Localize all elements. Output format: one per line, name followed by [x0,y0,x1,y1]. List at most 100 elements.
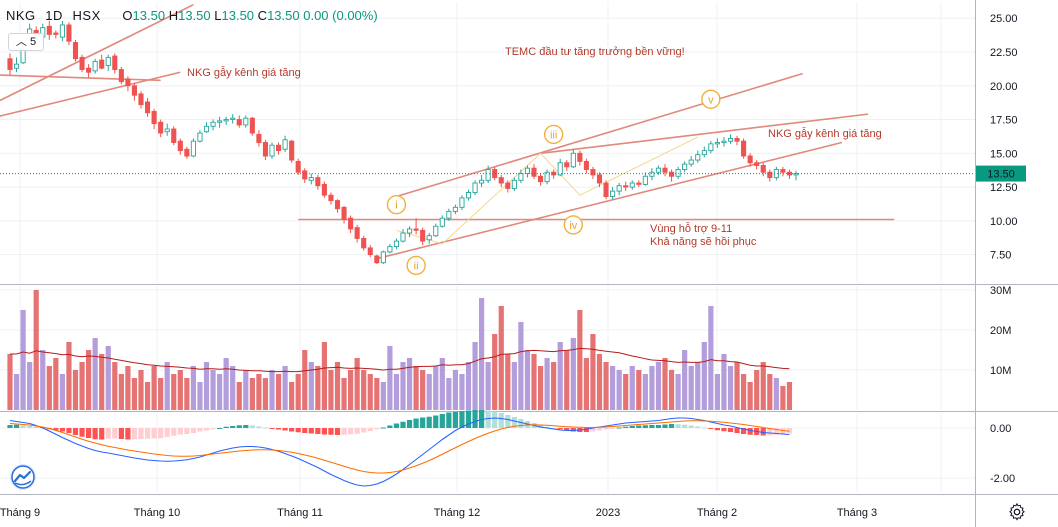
volume-bar [420,370,426,410]
candle-body [289,140,295,161]
volume-bar [714,374,720,410]
candle-body [230,117,236,120]
volume-bar [446,378,452,410]
chart-annotation: Vùng hỗ trợ 9-11 [650,222,732,235]
tradingview-logo-icon[interactable] [9,463,37,491]
symbol-name[interactable]: NKG [6,8,36,23]
volume-bar [144,382,151,410]
volume-bar [459,374,465,410]
macd-histogram-bar [118,428,124,439]
macd-histogram-bar [649,425,655,428]
candle-body [302,170,308,180]
candle-body [223,119,229,122]
time-tick-label: Tháng 9 [0,507,40,519]
candle-body [596,174,603,184]
macd-histogram-bar [452,411,458,428]
volume-bar [649,366,655,410]
candle-body [46,25,52,35]
close-label: C [257,8,268,23]
candle-body [210,121,216,127]
macd-histogram-bar [164,428,170,437]
candle-body [328,194,334,202]
macd-histogram-bar [275,428,282,430]
volume-bar [184,378,190,410]
candle-body [649,171,655,177]
candle-body [629,182,635,188]
candle-body [177,140,183,152]
volume-bar [203,362,210,410]
volume-bar [236,382,242,410]
interval-label[interactable]: 1D [45,8,63,23]
macd-histogram-bar [53,428,59,431]
volume-bar [406,358,413,410]
macd-histogram-bar [629,426,635,428]
macd-histogram-bar [505,415,511,428]
macd-histogram-bar [328,428,334,435]
candle-body [59,24,65,38]
candle-body [190,140,196,157]
macd-histogram-bar [596,428,603,431]
macd-histogram-bar [459,411,465,428]
price-tick-label: 7.50 [990,250,1011,262]
macd-histogram-bar [570,428,576,432]
volume-bar [295,374,301,410]
volume-bar [13,374,20,410]
volume-bar [92,338,98,410]
macd-histogram-bar [492,411,498,428]
volume-bar [125,366,131,410]
trendline [0,3,194,102]
trendline [376,141,843,260]
macd-histogram-bar [413,418,419,428]
indicators-toggle-button[interactable]: ︿ 5 [8,33,44,51]
volume-tick-label: 30M [990,285,1011,297]
candle-body [682,163,688,170]
volume-bar [413,366,419,410]
volume-bar [289,382,295,410]
macd-histogram-bar [158,428,164,439]
last-price-tag [976,165,1026,182]
macd-histogram-bar [393,423,400,428]
macd-histogram-bar [177,428,183,435]
volume-bar [577,310,583,410]
macd-histogram-bar [603,428,609,430]
macd-histogram-bar [734,428,740,433]
settings-gear-icon[interactable] [1008,503,1026,521]
macd-histogram-bar [308,428,314,434]
macd-histogram-bar [767,428,773,436]
volume-bar [210,370,216,410]
volume-bar [564,350,570,410]
volume-bar [642,374,648,410]
macd-histogram-bar [59,428,65,432]
candle-body [727,137,734,142]
candle-body [524,167,530,175]
candle-body [518,173,524,181]
volume-bar [348,370,354,410]
volume-bar [629,366,635,410]
macd-histogram-bar [289,428,295,432]
macd-histogram-bar [262,427,269,429]
volume-bar [767,374,773,410]
macd-histogram-bar [302,428,308,433]
candle-body [217,120,223,123]
candle-body [361,237,367,249]
low-label: L [214,8,222,23]
volume-bar [688,366,694,410]
macd-histogram-bar [374,428,380,430]
volume-bar [138,370,144,410]
macd-histogram-bar [361,428,367,433]
volume-bar [537,366,544,410]
candle-body [86,67,92,73]
time-tick-label: Tháng 12 [434,507,480,519]
volume-bar [662,358,668,410]
macd-histogram-bar [511,417,517,428]
volume-bar [341,378,347,410]
volume-bar [754,370,760,410]
price-tick-label: 12.50 [990,182,1018,194]
macd-histogram-bar [295,428,301,433]
candle-body [734,137,740,142]
candle-body [413,228,419,231]
time-tick-label: Tháng 10 [134,507,180,519]
macd-histogram-bar [203,428,210,431]
candle-body [741,140,747,157]
